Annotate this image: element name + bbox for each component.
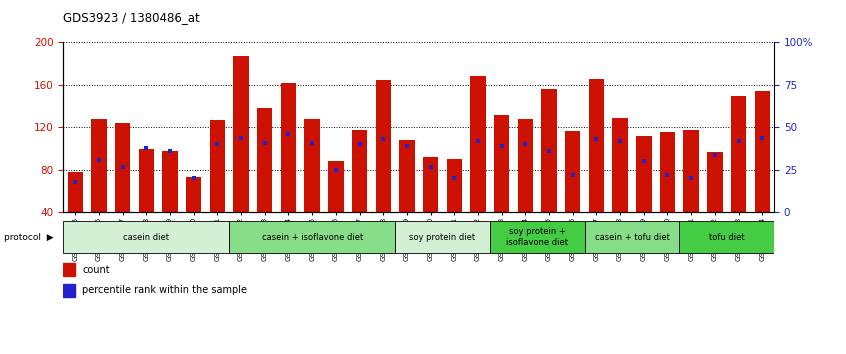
Bar [731,96,746,212]
Text: protocol  ▶: protocol ▶ [4,233,54,242]
Bar [755,91,770,212]
Text: soy protein +
isoflavone diet: soy protein + isoflavone diet [506,228,569,247]
Bar [305,119,320,212]
Bar [589,79,604,212]
Text: soy protein diet: soy protein diet [409,233,475,242]
Bar [494,115,509,212]
Text: percentile rank within the sample: percentile rank within the sample [82,285,248,295]
Bar [565,131,580,212]
Bar [447,159,462,212]
Bar [423,157,438,212]
Bar [68,172,83,212]
Text: GDS3923 / 1380486_at: GDS3923 / 1380486_at [63,11,201,24]
Bar [186,177,201,212]
Bar [63,263,75,276]
Bar [115,123,130,212]
FancyBboxPatch shape [490,221,585,253]
Bar [636,136,651,212]
FancyBboxPatch shape [679,221,774,253]
Bar [613,118,628,212]
Text: count: count [82,264,110,275]
Bar [660,132,675,212]
Bar [707,152,722,212]
Bar [518,119,533,212]
Bar [257,108,272,212]
FancyBboxPatch shape [63,221,229,253]
Text: casein diet: casein diet [124,233,169,242]
Bar [684,130,699,212]
Text: casein + tofu diet: casein + tofu diet [595,233,669,242]
FancyBboxPatch shape [229,221,395,253]
Bar [376,80,391,212]
Bar [541,89,557,212]
Bar [210,120,225,212]
Bar [281,83,296,212]
Bar [91,119,107,212]
Bar [399,140,415,212]
Text: tofu diet: tofu diet [709,233,744,242]
FancyBboxPatch shape [395,221,490,253]
Bar [470,76,486,212]
Bar [162,151,178,212]
Bar [233,56,249,212]
Bar [328,161,343,212]
Bar [63,284,75,297]
Bar [352,130,367,212]
Bar [139,149,154,212]
Text: casein + isoflavone diet: casein + isoflavone diet [261,233,363,242]
FancyBboxPatch shape [585,221,679,253]
